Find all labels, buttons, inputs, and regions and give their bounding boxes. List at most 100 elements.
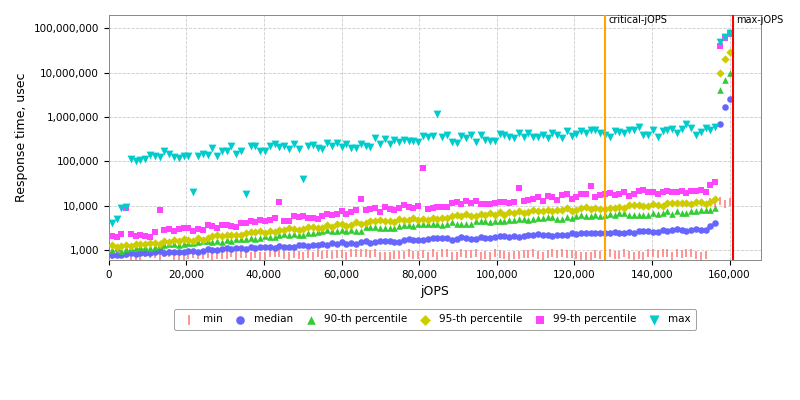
max: [460, 134, 473, 141]
max: [479, 137, 492, 144]
90-th percentile: [522, 217, 535, 224]
90-th percentile: [584, 213, 597, 220]
99-th percentile: [345, 209, 358, 216]
90-th percentile: [163, 241, 176, 248]
min: [249, 251, 262, 257]
min: [311, 250, 324, 256]
99-th percentile: [106, 233, 118, 239]
max: [446, 139, 458, 146]
99-th percentile: [431, 204, 444, 211]
median: [297, 242, 310, 248]
median: [230, 245, 242, 251]
99-th percentile: [699, 188, 712, 195]
99-th percentile: [263, 217, 276, 223]
max: [268, 140, 281, 147]
90-th percentile: [574, 212, 587, 218]
95-th percentile: [646, 201, 659, 208]
95-th percentile: [470, 212, 482, 219]
max: [354, 141, 367, 148]
99-th percentile: [173, 226, 186, 233]
99-th percentile: [177, 225, 190, 231]
99-th percentile: [234, 220, 247, 226]
95-th percentile: [350, 219, 362, 225]
90-th percentile: [302, 230, 314, 236]
95-th percentile: [244, 229, 257, 236]
max: [541, 134, 554, 141]
median: [125, 250, 138, 256]
99-th percentile: [383, 206, 396, 212]
99-th percentile: [215, 222, 228, 228]
min: [598, 251, 611, 258]
99-th percentile: [130, 232, 142, 239]
min: [627, 253, 640, 259]
max: [532, 134, 545, 140]
99-th percentile: [369, 204, 382, 211]
95-th percentile: [278, 227, 290, 233]
95-th percentile: [555, 206, 568, 213]
95-th percentile: [287, 226, 300, 233]
99-th percentile: [723, 31, 736, 37]
90-th percentile: [407, 223, 420, 229]
99-th percentile: [460, 198, 473, 204]
90-th percentile: [326, 228, 338, 234]
min: [398, 252, 410, 258]
99-th percentile: [518, 198, 530, 204]
90-th percentile: [661, 208, 674, 215]
95-th percentile: [603, 204, 616, 211]
min: [220, 251, 233, 258]
min: [282, 253, 295, 259]
99-th percentile: [441, 204, 454, 210]
99-th percentile: [258, 218, 271, 224]
99-th percentile: [139, 233, 152, 239]
99-th percentile: [522, 196, 535, 203]
median: [479, 235, 492, 242]
99-th percentile: [158, 227, 171, 233]
99-th percentile: [278, 218, 290, 224]
max: [244, 142, 257, 149]
max: [220, 148, 233, 154]
95-th percentile: [144, 240, 157, 246]
median: [134, 250, 147, 256]
95-th percentile: [651, 201, 664, 208]
90-th percentile: [651, 211, 664, 218]
max: [210, 152, 223, 159]
min: [321, 250, 334, 257]
90-th percentile: [316, 228, 329, 234]
95-th percentile: [115, 243, 128, 250]
median: [589, 230, 602, 236]
median: [144, 250, 157, 256]
min: [622, 252, 635, 259]
min: [632, 252, 645, 258]
95-th percentile: [254, 228, 266, 234]
90-th percentile: [125, 244, 138, 251]
90-th percentile: [618, 210, 630, 216]
min: [508, 252, 521, 258]
median: [139, 250, 152, 256]
95-th percentile: [139, 241, 152, 248]
90-th percentile: [446, 219, 458, 226]
99-th percentile: [541, 193, 554, 199]
90-th percentile: [536, 215, 549, 221]
median: [489, 234, 502, 240]
max: [106, 220, 118, 226]
median: [316, 241, 329, 247]
90-th percentile: [450, 221, 463, 228]
90-th percentile: [622, 212, 635, 218]
99-th percentile: [651, 191, 664, 197]
90-th percentile: [335, 226, 348, 233]
max: [364, 144, 377, 150]
95-th percentile: [163, 239, 176, 245]
max: [230, 151, 242, 157]
median: [130, 251, 142, 257]
max: [718, 34, 731, 40]
median: [340, 241, 353, 247]
min: [173, 252, 186, 259]
max: [594, 130, 606, 136]
99-th percentile: [646, 188, 659, 195]
99-th percentile: [335, 208, 348, 214]
median: [532, 231, 545, 238]
90-th percentile: [350, 228, 362, 234]
95-th percentile: [441, 215, 454, 221]
95-th percentile: [388, 219, 401, 225]
median: [383, 238, 396, 244]
